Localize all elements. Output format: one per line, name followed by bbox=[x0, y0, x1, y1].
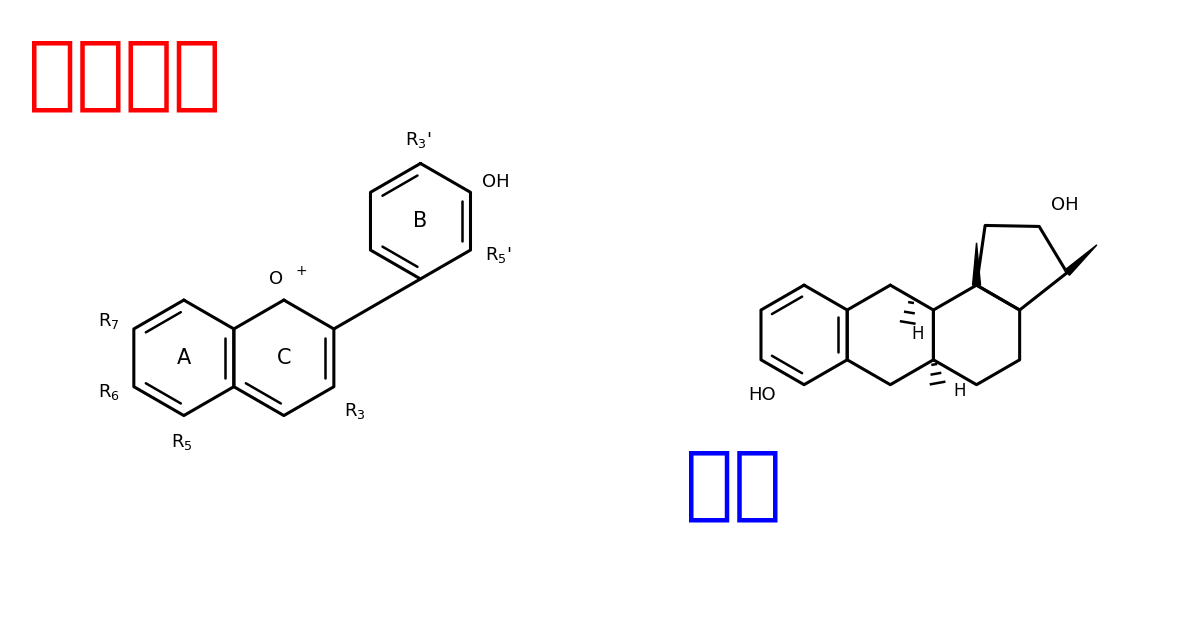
Text: O: O bbox=[269, 270, 283, 288]
Text: A: A bbox=[176, 348, 191, 368]
Text: +: + bbox=[296, 264, 307, 278]
Text: HO: HO bbox=[749, 386, 776, 404]
Polygon shape bbox=[972, 243, 980, 285]
Text: R$_3$': R$_3$' bbox=[406, 130, 432, 149]
Text: H: H bbox=[953, 382, 966, 399]
Text: R$_3$: R$_3$ bbox=[344, 401, 366, 421]
Text: B: B bbox=[413, 211, 427, 231]
Text: 注目成分: 注目成分 bbox=[28, 37, 221, 114]
Text: 糖類: 糖類 bbox=[685, 446, 781, 524]
Polygon shape bbox=[1064, 245, 1097, 275]
Text: OH: OH bbox=[482, 173, 510, 192]
Text: C: C bbox=[277, 348, 292, 368]
Text: R$_6$: R$_6$ bbox=[98, 382, 120, 402]
Text: R$_5$': R$_5$' bbox=[486, 245, 512, 265]
Text: H: H bbox=[912, 326, 924, 343]
Text: R$_7$: R$_7$ bbox=[98, 311, 120, 331]
Text: R$_5$: R$_5$ bbox=[172, 432, 193, 452]
Text: OH: OH bbox=[1051, 197, 1079, 214]
